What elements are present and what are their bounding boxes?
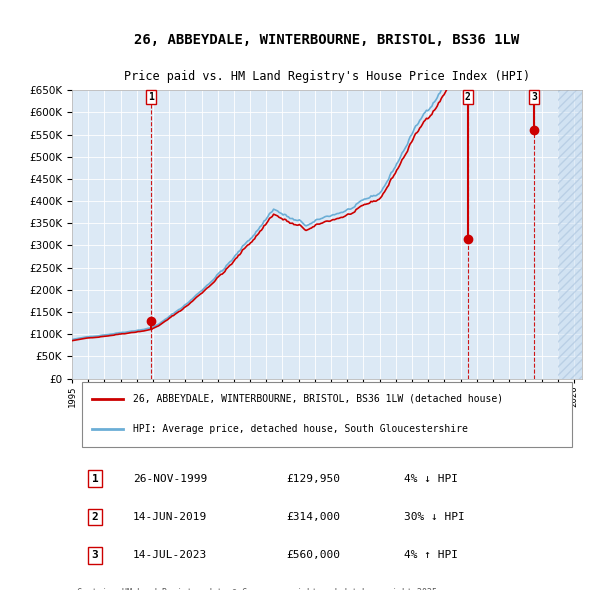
Text: £560,000: £560,000 — [286, 550, 340, 560]
Text: HPI: Average price, detached house, South Gloucestershire: HPI: Average price, detached house, Sout… — [133, 424, 468, 434]
Text: Price paid vs. HM Land Registry's House Price Index (HPI): Price paid vs. HM Land Registry's House … — [124, 70, 530, 83]
Text: 4% ↓ HPI: 4% ↓ HPI — [404, 474, 458, 484]
Text: 1: 1 — [148, 93, 154, 103]
Text: 14-JUL-2023: 14-JUL-2023 — [133, 550, 208, 560]
FancyBboxPatch shape — [82, 382, 572, 447]
Text: 3: 3 — [531, 93, 537, 103]
Text: 2: 2 — [465, 93, 471, 103]
Text: 2: 2 — [92, 512, 98, 522]
Text: £129,950: £129,950 — [286, 474, 340, 484]
Text: 26-NOV-1999: 26-NOV-1999 — [133, 474, 208, 484]
Text: 26, ABBEYDALE, WINTERBOURNE, BRISTOL, BS36 1LW (detached house): 26, ABBEYDALE, WINTERBOURNE, BRISTOL, BS… — [133, 394, 503, 404]
Text: 3: 3 — [92, 550, 98, 560]
Text: 4% ↑ HPI: 4% ↑ HPI — [404, 550, 458, 560]
Text: 14-JUN-2019: 14-JUN-2019 — [133, 512, 208, 522]
Text: 26, ABBEYDALE, WINTERBOURNE, BRISTOL, BS36 1LW: 26, ABBEYDALE, WINTERBOURNE, BRISTOL, BS… — [134, 33, 520, 47]
Text: £314,000: £314,000 — [286, 512, 340, 522]
Text: 30% ↓ HPI: 30% ↓ HPI — [404, 512, 464, 522]
Text: 1: 1 — [92, 474, 98, 484]
Text: Contains HM Land Registry data © Crown copyright and database right 2025.
This d: Contains HM Land Registry data © Crown c… — [77, 588, 442, 590]
